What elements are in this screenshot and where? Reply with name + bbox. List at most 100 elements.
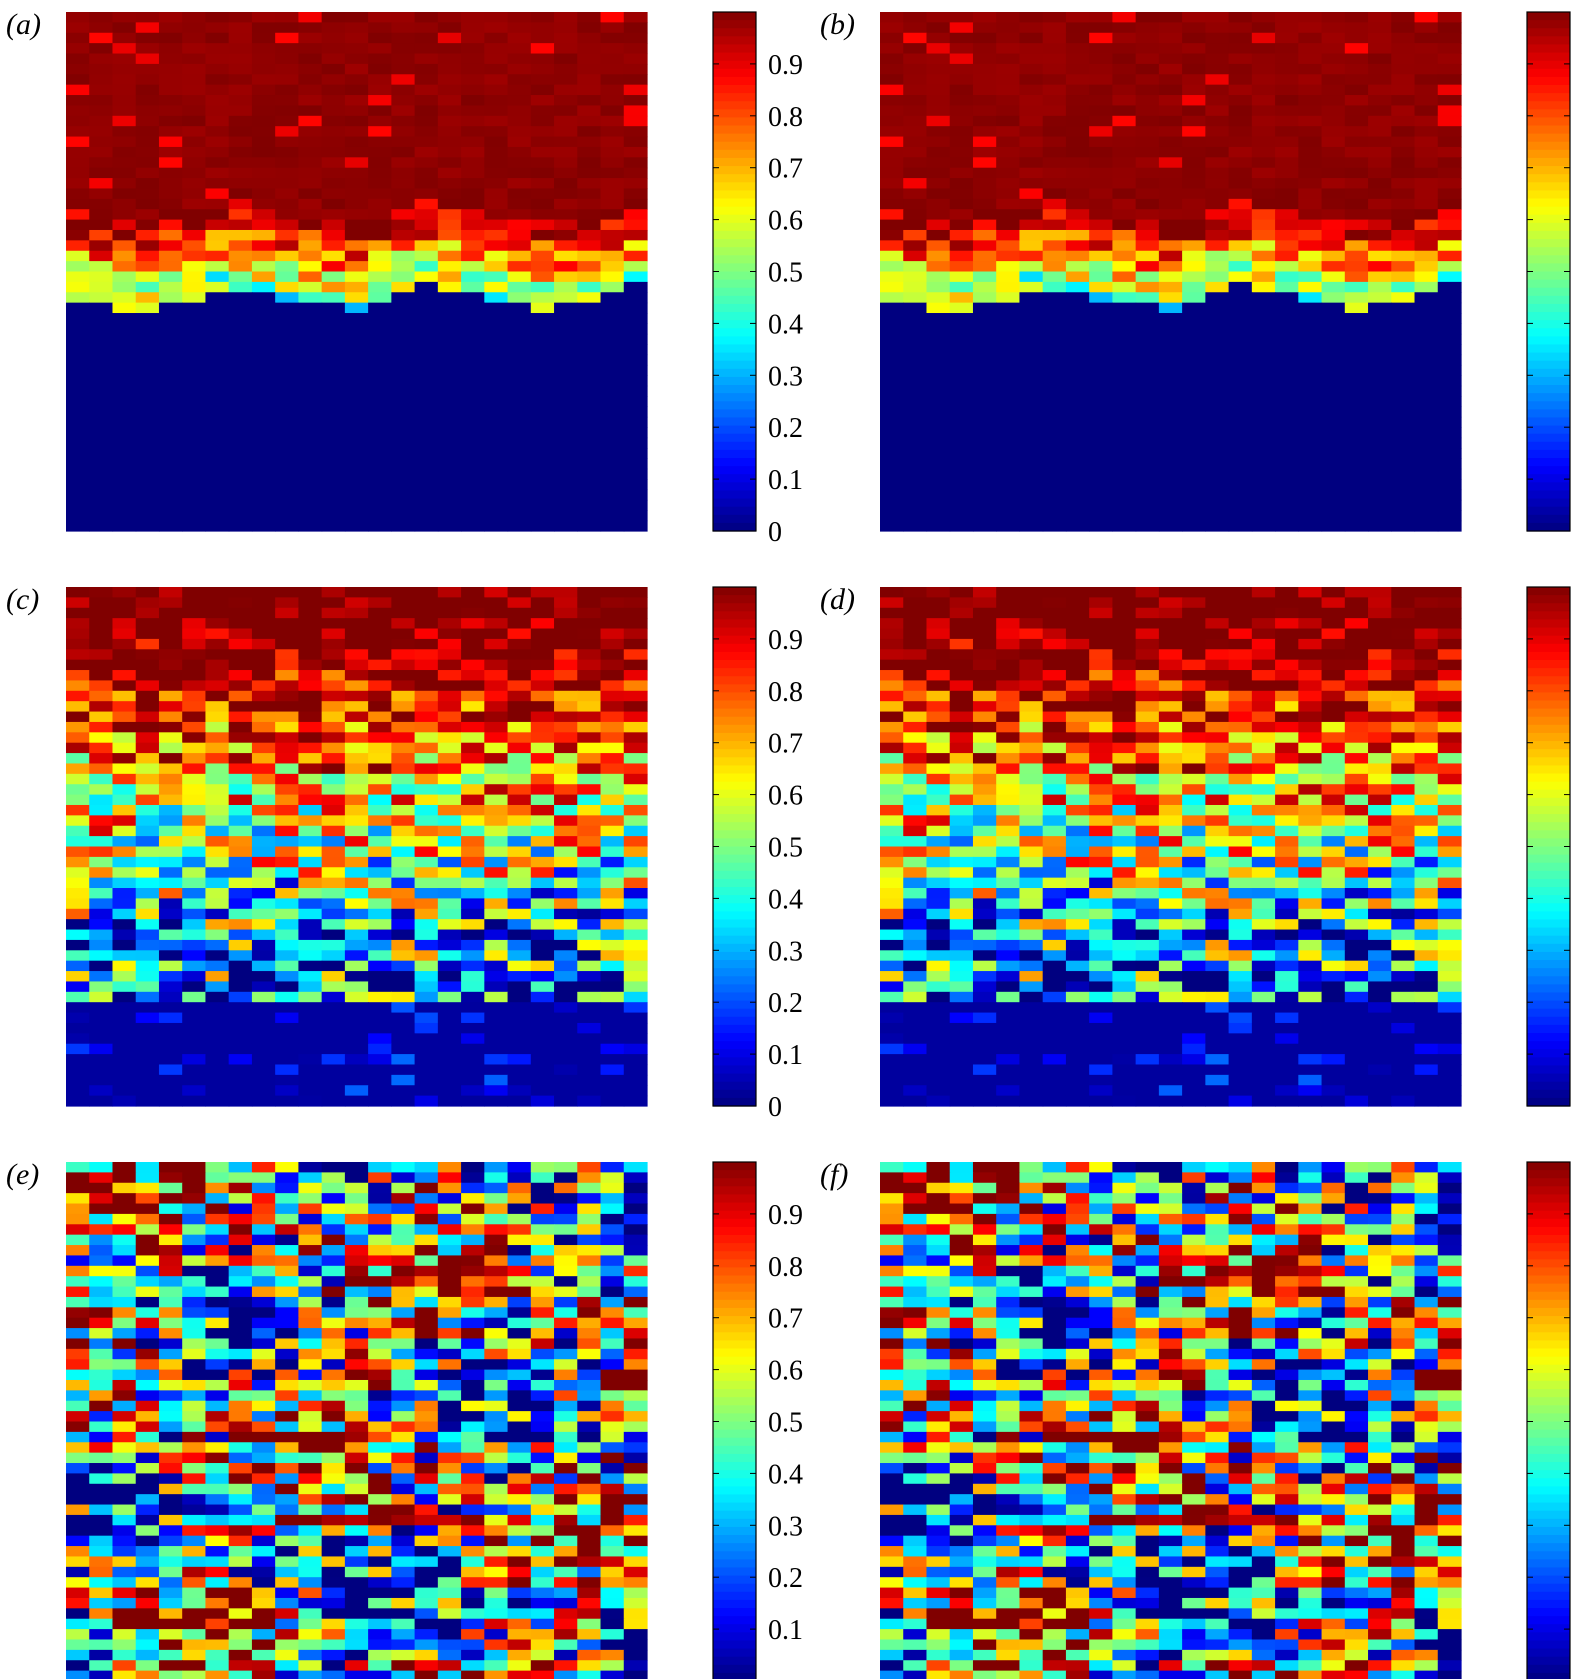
heatmap-cell (1298, 753, 1323, 765)
heatmap-cell (1344, 960, 1369, 972)
heatmap-cell (275, 670, 299, 682)
heatmap-cell (972, 773, 997, 785)
heatmap-cell (903, 520, 928, 532)
heatmap-cell (903, 763, 928, 775)
heatmap-cell (298, 510, 323, 522)
heatmap-cell (1182, 292, 1206, 304)
heatmap-cell (182, 971, 207, 983)
heatmap-cell (1158, 950, 1183, 962)
heatmap-cell (1019, 95, 1044, 107)
heatmap-cell (1321, 510, 1346, 522)
heatmap-cell (1437, 53, 1462, 65)
heatmap-cell (623, 427, 648, 439)
heatmap-cell (554, 396, 578, 408)
heatmap-cell (1275, 929, 1299, 941)
heatmap-cell (577, 427, 602, 439)
heatmap-cell (1158, 53, 1183, 65)
heatmap-cell (1042, 846, 1067, 858)
heatmap-cell (1414, 437, 1439, 449)
heatmap-cell (600, 229, 625, 241)
heatmap-cell (112, 794, 137, 806)
colorbar-tick-label: 0.1 (768, 1040, 803, 1071)
heatmap-cell (1158, 908, 1183, 920)
heatmap-cell (484, 763, 509, 775)
heatmap-cell (1019, 437, 1044, 449)
heatmap-cell (298, 115, 323, 127)
heatmap-cell (1368, 520, 1392, 532)
heatmap-cell (1158, 313, 1183, 324)
heatmap-cell (1019, 763, 1044, 775)
heatmap-cell (1437, 628, 1462, 640)
heatmap-cell (158, 856, 183, 868)
heatmap-cell (1391, 690, 1416, 702)
heatmap-cell (926, 607, 951, 619)
heatmap-cell (1228, 437, 1253, 449)
heatmap-cell (577, 1074, 602, 1086)
heatmap-cell (391, 167, 416, 179)
heatmap-cell (926, 302, 951, 314)
heatmap-cell (880, 105, 904, 117)
heatmap-cell (1344, 385, 1369, 397)
heatmap-cell (182, 919, 207, 931)
heatmap-cell (507, 867, 532, 879)
heatmap-cell (1321, 815, 1346, 827)
heatmap-cell (182, 406, 207, 418)
heatmap-cell (1414, 877, 1439, 889)
heatmap-cell (1391, 43, 1416, 55)
heatmap-cell (949, 867, 974, 879)
heatmap-cell (1298, 877, 1323, 889)
heatmap-cell (205, 1043, 230, 1055)
heatmap-cell (391, 95, 416, 107)
heatmap-cell (1158, 960, 1183, 972)
heatmap-cell (949, 364, 974, 376)
heatmap-cell (414, 794, 439, 806)
heatmap-cell (1368, 836, 1392, 848)
heatmap-cell (112, 773, 137, 785)
heatmap-cell (484, 105, 509, 117)
heatmap-cell (112, 375, 137, 387)
heatmap-cell (344, 84, 369, 96)
heatmap-cell (344, 489, 369, 501)
heatmap-cell (1089, 659, 1113, 671)
heatmap-cell (577, 773, 602, 785)
heatmap-cell (1391, 157, 1416, 169)
heatmap-cell (949, 888, 974, 899)
heatmap-cell (996, 437, 1021, 449)
heatmap-cell (1298, 344, 1323, 356)
heatmap-cell (972, 919, 997, 931)
heatmap-cell (228, 587, 253, 598)
heatmap-cell (903, 649, 928, 661)
heatmap-cell (182, 815, 207, 827)
heatmap-cell (577, 74, 602, 86)
heatmap-cell (972, 209, 997, 221)
heatmap-cell (461, 721, 485, 733)
heatmap-cell (112, 991, 137, 1003)
heatmap-cell (507, 618, 532, 630)
heatmap-cell (1437, 84, 1462, 96)
heatmap-cell (1251, 908, 1276, 920)
heatmap-cell (112, 479, 137, 491)
heatmap-cell (391, 63, 416, 75)
heatmap-cell (507, 846, 532, 858)
heatmap-cell (1182, 815, 1206, 827)
heatmap-cell (554, 188, 578, 200)
heatmap-cell (1158, 178, 1183, 190)
heatmap-cell (600, 628, 625, 640)
heatmap-cell (507, 804, 532, 816)
heatmap-cell (321, 22, 346, 34)
heatmap-cell (368, 74, 392, 86)
colorbar-segment (713, 449, 756, 459)
heatmap-cell (298, 219, 323, 231)
heatmap-cell (1228, 302, 1253, 314)
heatmap-cell (926, 784, 951, 796)
heatmap-cell (1437, 815, 1462, 827)
heatmap-cell (228, 867, 253, 879)
heatmap-cell (135, 1043, 160, 1055)
heatmap-cell (298, 649, 323, 661)
heatmap-cell (1042, 219, 1067, 231)
heatmap-cell (251, 167, 276, 179)
heatmap-cell (926, 825, 951, 837)
heatmap-cell (1275, 659, 1299, 671)
heatmap-cell (135, 240, 160, 252)
heatmap-cell (368, 499, 392, 511)
